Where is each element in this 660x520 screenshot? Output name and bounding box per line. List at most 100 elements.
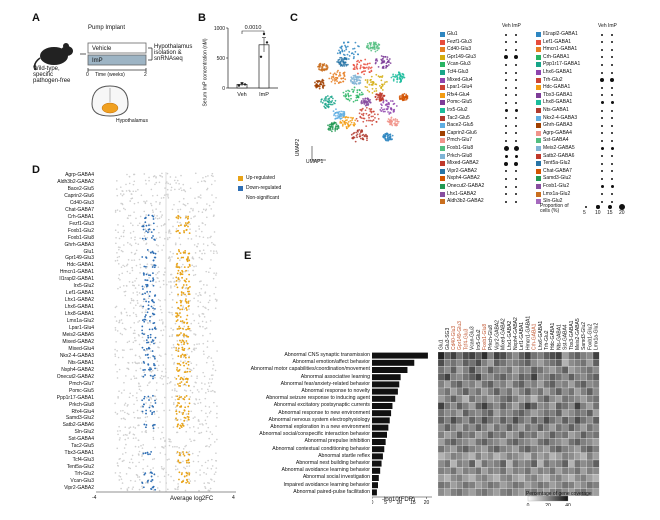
panel-e-row-label: Abnormal startle reflex <box>318 452 370 459</box>
umap-cluster-21 <box>360 97 372 107</box>
heatmap-cell <box>493 452 501 461</box>
heatmap-cell <box>561 431 569 439</box>
umap-point <box>366 81 369 84</box>
panel-d-point-ns <box>202 312 204 315</box>
panel-d-point-ns <box>201 423 203 425</box>
heatmap-cell <box>530 452 538 461</box>
heatmap-cell <box>468 366 476 374</box>
panel-d-point-ns <box>177 485 180 488</box>
panel-d-point-ns <box>163 237 166 240</box>
panel-d-point-ns <box>133 337 136 339</box>
heatmap-cell <box>437 402 445 410</box>
heatmap-cell <box>549 380 556 389</box>
panel-d-point-ns <box>199 325 201 328</box>
panel-d-point-ns <box>144 431 147 433</box>
panel-d-point-ns <box>195 364 198 366</box>
umap-point <box>362 112 365 115</box>
heatmap-cell <box>518 387 525 396</box>
umap-point <box>368 66 370 69</box>
panel-d-point-ns <box>150 371 153 373</box>
umap-point <box>374 116 376 119</box>
umap-point <box>328 77 331 80</box>
panel-d-point-down <box>145 283 147 286</box>
umap-point <box>346 116 349 119</box>
panel-d-point-down <box>146 480 149 483</box>
panel-d-point-ns <box>128 280 131 283</box>
umap-point <box>327 127 330 130</box>
panel-d-point-ns <box>198 256 201 259</box>
panel-d-point-ns <box>204 383 206 385</box>
panel-d-point-ns <box>152 436 155 439</box>
panel-d-point-ns <box>207 388 209 391</box>
panel-d-point-ns <box>167 195 169 197</box>
heatmap-cell <box>506 351 513 360</box>
panel-d-point-up <box>186 461 188 464</box>
heatmap-cell <box>499 359 507 367</box>
panel-d-point-ns <box>135 217 137 220</box>
umap-point <box>388 133 390 136</box>
heatmap-cell <box>506 416 513 425</box>
panel-d-row-label: Pomc-Glu5 <box>68 387 94 394</box>
panel-d-row <box>118 269 218 277</box>
umap-point <box>359 66 362 68</box>
heatmap-cell <box>456 366 463 374</box>
heatmap-cell <box>580 467 587 475</box>
panel-b-xtick-label: ImP <box>259 92 269 98</box>
panel-d-point-down <box>154 307 156 310</box>
panel-d-point-ns <box>173 179 176 182</box>
umap-point <box>324 99 327 102</box>
panel-e-row-label: Abnormal avoidance learning behavior <box>281 467 370 474</box>
umap-point <box>343 73 346 76</box>
panel-e-bar <box>372 410 392 417</box>
umap-point <box>365 133 367 136</box>
panel-d-point-up <box>187 215 190 218</box>
umap-point <box>331 126 334 129</box>
panel-d-point-up <box>177 370 179 373</box>
panel-d-point-ns <box>187 237 190 240</box>
cluster-color-swatch <box>536 130 541 136</box>
heatmap-cell <box>444 402 451 410</box>
panel-d-legend: Up-regulated Down-regulated Non-signific… <box>238 176 281 201</box>
heatmap-cell <box>437 380 445 389</box>
panel-d-point-up <box>185 269 188 272</box>
cluster-dot-veh <box>505 132 507 135</box>
cluster-color-swatch <box>536 199 541 205</box>
heatmap-cell <box>524 373 532 381</box>
panel-d-point-ns <box>213 390 216 393</box>
panel-b-ylabel: Serum ImP concentration (nM) <box>202 38 209 107</box>
panel-d-point-up <box>180 294 183 296</box>
panel-d-point-ns <box>196 377 198 380</box>
heatmap-cell <box>456 459 463 468</box>
umap-point <box>370 115 373 118</box>
panel-d-point-ns <box>144 298 147 301</box>
panel-d-point-ns <box>210 357 213 359</box>
panel-d-point-up <box>186 480 189 483</box>
heatmap-cell <box>518 474 525 482</box>
heatmap-cell <box>543 423 550 432</box>
panel-d-point-ns <box>167 474 170 476</box>
mouse-caption: Wild-type, specific pathogen-free <box>33 66 71 84</box>
umap-point <box>343 61 346 64</box>
heatmap-col-label: Hdc-GABA1 <box>550 323 556 350</box>
heatmap-cell <box>574 387 581 396</box>
heatmap-cell <box>437 481 445 489</box>
panel-d-point-up <box>180 332 182 334</box>
heatmap-cell <box>530 351 538 360</box>
cluster-dot-veh <box>600 147 604 150</box>
panel-d-point-down <box>150 341 153 343</box>
heatmap-cell <box>456 387 463 396</box>
heatmap-cell <box>574 373 581 381</box>
panel-d-point-ns <box>162 273 165 276</box>
panel-d-point-down <box>141 329 144 332</box>
panel-d-point-ns <box>173 203 175 206</box>
umap-point <box>341 124 344 127</box>
panel-d-point-up <box>181 422 184 425</box>
heatmap-cell <box>475 380 482 389</box>
size-legend-label: 5 <box>583 210 586 216</box>
panel-d-point-ns <box>155 237 158 240</box>
panel-d-point-ns <box>134 480 137 482</box>
cluster-color-swatch <box>440 39 445 45</box>
umap-point <box>337 113 340 115</box>
panel-d-row-label: Sst-GABA4 <box>68 436 94 443</box>
panel-d-row-label: Fezf1-Glu3 <box>69 220 94 227</box>
